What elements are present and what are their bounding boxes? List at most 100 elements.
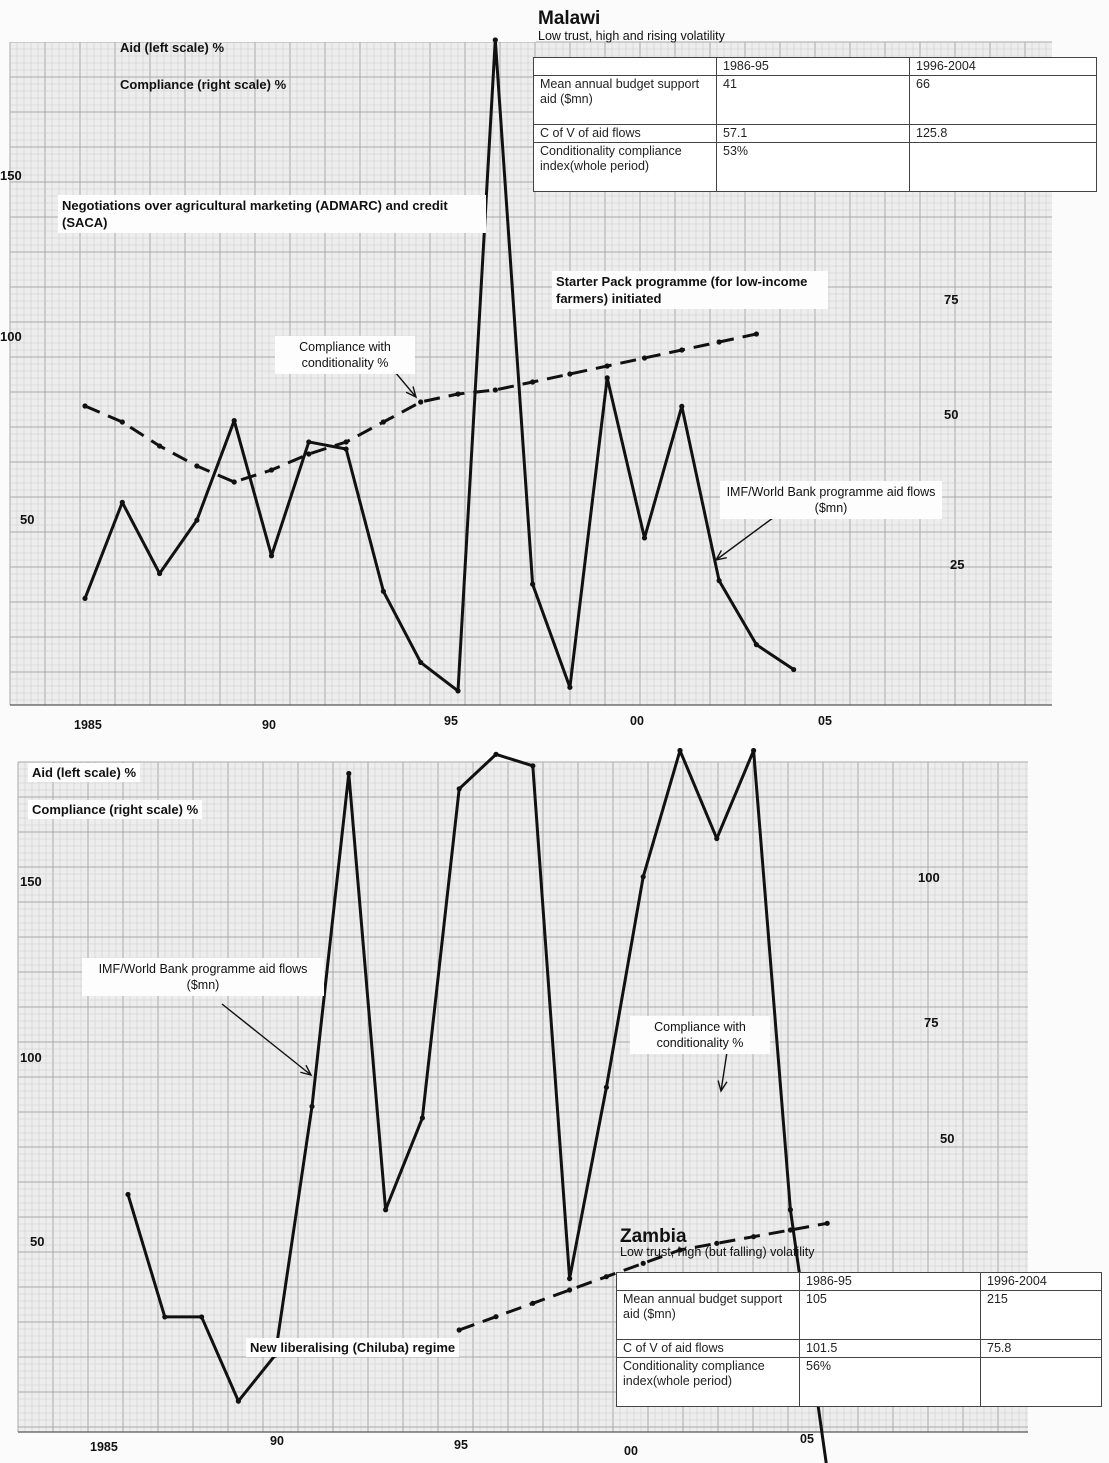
zambia-aid-point	[677, 747, 683, 754]
zambia-right-tick: 75	[924, 1015, 939, 1030]
table-header: 1986-95	[716, 57, 910, 76]
zambia-aid-point	[235, 1398, 241, 1404]
zambia-stats-table: 1986-95 1996-2004 Mean annual budget sup…	[616, 1272, 1102, 1407]
zambia-right-tick: 50	[940, 1131, 955, 1146]
malawi-header-background	[0, 0, 536, 42]
zambia-aid-point	[567, 1276, 573, 1282]
malawi-x-tick: 95	[444, 714, 458, 728]
table-cell: Conditionality compliance index(whole pe…	[616, 1357, 800, 1407]
table-cell: C of V of aid flows	[616, 1339, 800, 1358]
malawi-compliance-point	[380, 419, 386, 425]
table-cell: 53%	[716, 142, 910, 192]
zambia-compliance-arrow	[717, 1051, 728, 1093]
zambia-x-tick: 95	[454, 1438, 468, 1452]
zambia-compliance-point	[530, 1300, 536, 1306]
zambia-compliance-point	[751, 1234, 757, 1240]
malawi-compliance-point	[567, 371, 573, 377]
zambia-x-tick: 1985	[90, 1440, 118, 1454]
table-cell: Conditionality compliance index(whole pe…	[533, 142, 717, 192]
zambia-aid-point	[383, 1207, 389, 1213]
zambia-aid-point	[530, 763, 536, 769]
malawi-legend-aid: Aid (left scale) %	[120, 40, 225, 55]
malawi-aid-point	[530, 581, 536, 587]
malawi-right-tick: 25	[950, 557, 965, 572]
table-cell: 105	[799, 1290, 981, 1340]
zambia-compliance-point	[677, 1247, 683, 1253]
malawi-compliance-point	[306, 451, 312, 457]
malawi-aid-note: IMF/World Bank programme aid flows ($mn)	[720, 481, 942, 519]
zambia-compliance-point	[567, 1287, 573, 1293]
malawi-compliance-arrow-head	[405, 386, 418, 399]
table-header: 1986-95	[799, 1272, 981, 1291]
zambia-aid-arrow-shaft	[221, 1003, 312, 1076]
malawi-compliance-point	[157, 443, 163, 449]
zambia-x-tick: 90	[270, 1434, 284, 1448]
malawi-compliance-point	[194, 463, 200, 469]
malawi-compliance-point	[455, 391, 461, 397]
malawi-aid-point	[604, 375, 610, 381]
zambia-left-tick: 50	[30, 1234, 45, 1249]
table-cell	[980, 1357, 1102, 1407]
malawi-negotiations-note: Negotiations over agricultural marketing…	[58, 195, 486, 233]
malawi-aid-point	[753, 642, 760, 648]
malawi-aid-point	[567, 684, 573, 690]
malawi-x-tick: 00	[630, 714, 644, 728]
malawi-compliance-point	[604, 363, 610, 369]
zambia-aid-point	[493, 751, 499, 757]
zambia-aid-point	[787, 1207, 794, 1213]
malawi-aid-point	[119, 499, 125, 505]
malawi-aid-point	[306, 439, 312, 445]
malawi-left-tick: 150	[0, 168, 22, 183]
zambia-aid-line	[126, 749, 828, 1463]
zambia-subtitle: Low trust, high (but falling) volatility	[620, 1245, 815, 1259]
malawi-compliance-point	[679, 347, 685, 353]
zambia-aid-point	[199, 1314, 205, 1320]
zambia-compliance-arrow-shaft	[720, 1051, 728, 1092]
malawi-aid-point	[679, 403, 685, 409]
table-header: 1996-2004	[980, 1272, 1102, 1291]
malawi-compliance-point	[343, 439, 349, 445]
zambia-regime-note: New liberalising (Chiluba) regime	[246, 1338, 460, 1357]
malawi-aid-point	[791, 666, 797, 673]
zambia-right-tick: 100	[918, 870, 940, 885]
zambia-aid-note: IMF/World Bank programme aid flows ($mn)	[82, 958, 324, 996]
zambia-aid-point	[751, 747, 757, 754]
table-cell: 41	[716, 75, 910, 125]
table-cell: C of V of aid flows	[533, 124, 717, 143]
zambia-left-tick: 150	[20, 874, 42, 889]
malawi-aid-point	[418, 659, 424, 666]
zambia-x-tick: 05	[800, 1432, 814, 1446]
table-row: Conditionality compliance index(whole pe…	[533, 142, 1097, 192]
malawi-compliance-point	[268, 467, 275, 473]
table-cell: Mean annual budget support aid ($mn)	[533, 75, 717, 125]
table-cell	[616, 1272, 800, 1291]
malawi-compliance-point	[231, 479, 237, 485]
malawi-aid-arrow-head	[714, 550, 727, 562]
zambia-left-tick: 100	[20, 1050, 42, 1065]
table-row: Conditionality compliance index(whole pe…	[616, 1357, 1102, 1407]
zambia-aid-point	[603, 1084, 610, 1090]
malawi-compliance-point	[82, 403, 88, 409]
malawi-left-tick: 100	[0, 329, 22, 344]
malawi-compliance-point	[530, 379, 536, 385]
malawi-aid-point	[455, 688, 461, 694]
malawi-aid-point	[231, 417, 237, 424]
malawi-x-tick: 05	[818, 714, 832, 728]
malawi-compliance-arrow	[394, 371, 418, 399]
malawi-title: Malawi	[538, 8, 601, 29]
zambia-aid-point	[456, 786, 462, 792]
malawi-aid-arrow-shaft	[715, 511, 782, 561]
malawi-left-tick: 50	[20, 512, 35, 527]
malawi-stats-table: 1986-95 1996-2004 Mean annual budget sup…	[533, 57, 1097, 192]
malawi-x-tick: 1985	[74, 718, 102, 732]
malawi-compliance-point	[716, 339, 722, 345]
table-cell: 75.8	[980, 1339, 1102, 1358]
malawi-starter-pack-note: Starter Pack programme (for low-income f…	[552, 271, 828, 309]
malawi-aid-point	[157, 570, 163, 577]
zambia-compliance-arrow-head	[717, 1080, 728, 1093]
table-row: Mean annual budget support aid ($mn) 105…	[616, 1290, 1102, 1340]
zambia-compliance-note: Compliance with conditionality %	[630, 1016, 770, 1054]
zambia-compliance-point	[603, 1274, 610, 1280]
table-cell: 215	[980, 1290, 1102, 1340]
